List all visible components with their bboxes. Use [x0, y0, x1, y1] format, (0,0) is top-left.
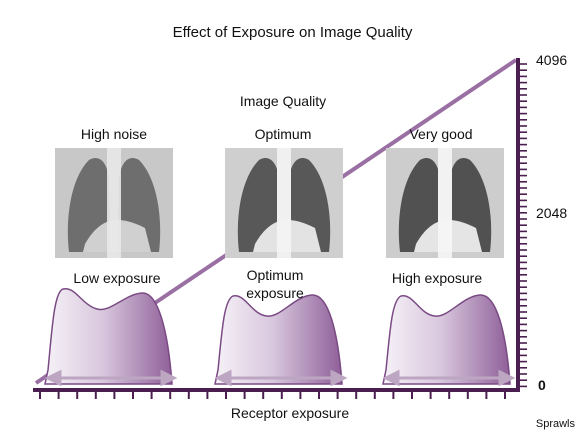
credit-label: Sprawls	[536, 418, 575, 430]
y-tick-label-zero: 0	[538, 377, 546, 393]
chest-xray-image-optimum	[225, 148, 343, 258]
diagram-title: Effect of Exposure on Image Quality	[0, 24, 585, 41]
exposure-label-low: Low exposure	[42, 269, 192, 287]
exposure-label-optimum: Optimum exposure	[200, 266, 350, 302]
chest-xray-image-low	[55, 148, 173, 258]
y-tick-label-mid: 2048	[536, 205, 567, 221]
histogram-curve-high	[383, 295, 510, 384]
histogram-curve-optimum	[215, 295, 342, 384]
exposure-label-high: High exposure	[362, 269, 512, 287]
quality-label-low: High noise	[39, 126, 189, 142]
histogram-curve-low	[45, 289, 172, 384]
quality-label-optimum: Optimum	[208, 126, 358, 142]
x-axis-label: Receptor exposure	[180, 405, 400, 421]
y-tick-label-max: 4096	[536, 52, 567, 68]
image-quality-heading: Image Quality	[213, 93, 353, 109]
quality-label-high: Very good	[366, 126, 516, 142]
chest-xray-image-high	[386, 148, 504, 258]
